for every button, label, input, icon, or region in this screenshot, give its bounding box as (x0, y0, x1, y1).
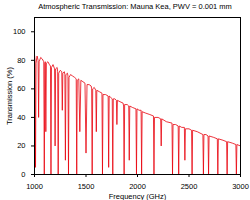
svg-text:1000: 1000 (26, 182, 43, 191)
svg-text:60: 60 (17, 84, 25, 93)
svg-text:Transmission (%): Transmission (%) (5, 66, 14, 125)
svg-text:20: 20 (17, 141, 25, 150)
svg-text:Frequency (GHz): Frequency (GHz) (109, 192, 167, 200)
svg-text:40: 40 (17, 113, 25, 122)
svg-text:2500: 2500 (181, 182, 198, 191)
svg-text:100: 100 (13, 27, 26, 36)
svg-text:2000: 2000 (129, 182, 146, 191)
svg-text:1500: 1500 (78, 182, 95, 191)
svg-text:0: 0 (21, 170, 25, 179)
svg-text:80: 80 (17, 56, 25, 65)
svg-text:3000: 3000 (232, 182, 249, 191)
html-text:Atmospheric Transmission: Maun: Atmospheric Transmission: Mauna Kea, PWV… (38, 2, 232, 11)
